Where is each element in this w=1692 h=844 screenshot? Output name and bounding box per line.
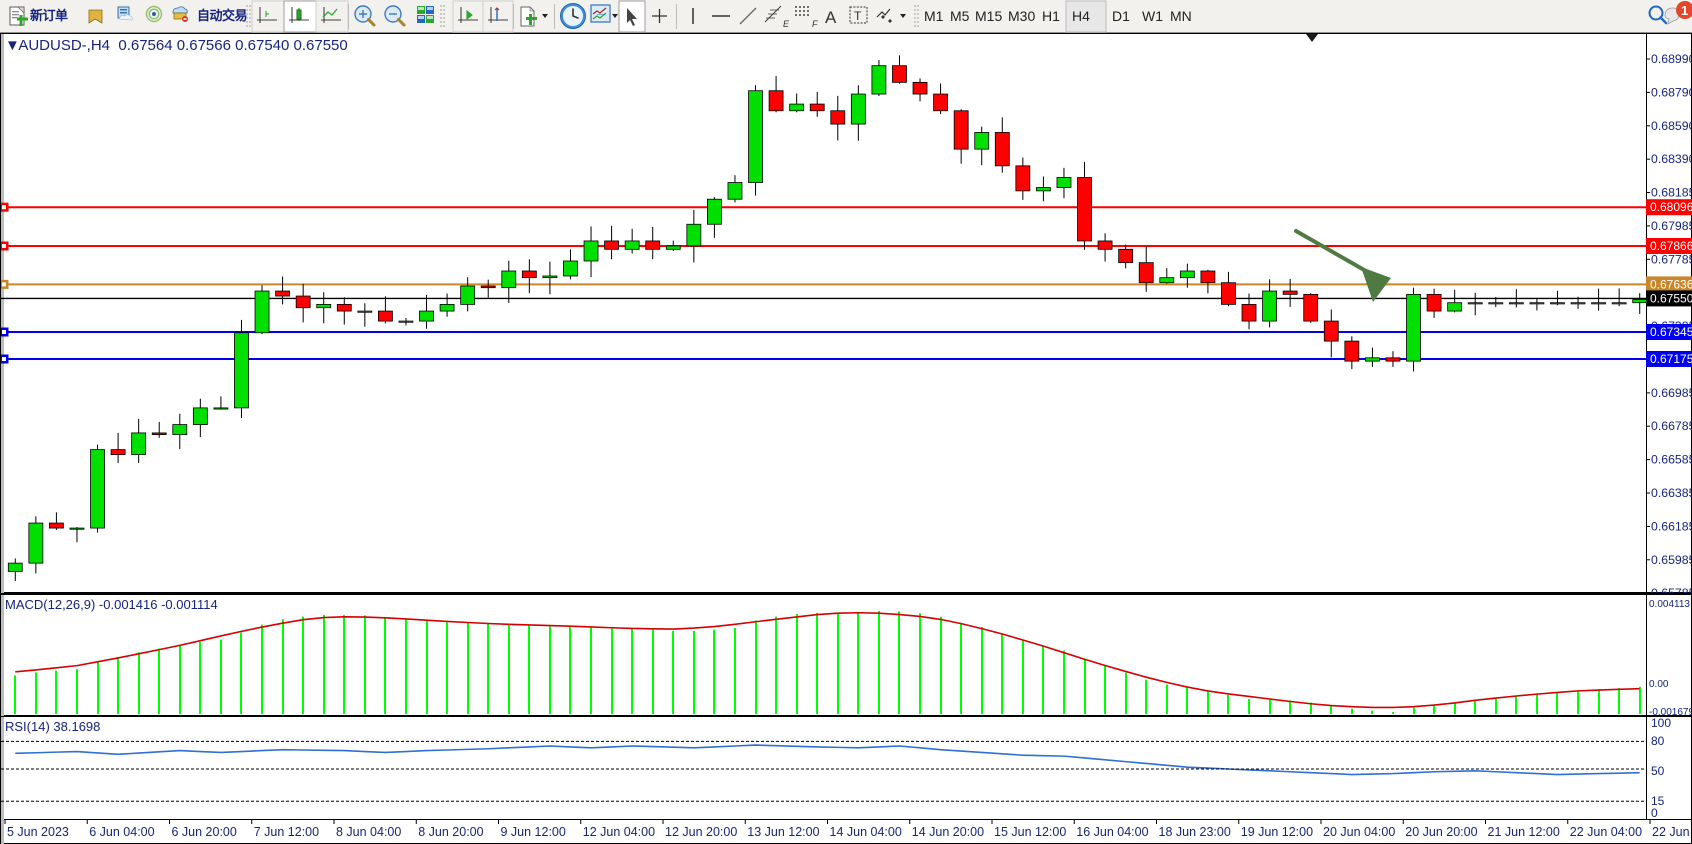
svg-text:8 Jun 04:00: 8 Jun 04:00	[336, 825, 401, 839]
svg-text:M15: M15	[975, 8, 1002, 24]
svg-text:6 Jun 20:00: 6 Jun 20:00	[172, 825, 237, 839]
svg-text:14 Jun 04:00: 14 Jun 04:00	[830, 825, 902, 839]
svg-text:14 Jun 20:00: 14 Jun 20:00	[912, 825, 984, 839]
svg-text:M30: M30	[1008, 8, 1035, 24]
svg-text:15 Jun 12:00: 15 Jun 12:00	[994, 825, 1066, 839]
svg-text:16 Jun 04:00: 16 Jun 04:00	[1076, 825, 1148, 839]
svg-text:M1: M1	[924, 8, 944, 24]
svg-text:新订单: 新订单	[30, 8, 68, 23]
svg-text:13 Jun 12:00: 13 Jun 12:00	[747, 825, 819, 839]
svg-text:8 Jun 20:00: 8 Jun 20:00	[418, 825, 483, 839]
svg-text:A: A	[825, 8, 837, 27]
svg-text:22 Jun 04:00: 22 Jun 04:00	[1570, 825, 1642, 839]
svg-text:自动交易: 自动交易	[197, 8, 247, 23]
svg-text:21 Jun 12:00: 21 Jun 12:00	[1488, 825, 1560, 839]
svg-text:MN: MN	[1170, 8, 1192, 24]
svg-text:12 Jun 04:00: 12 Jun 04:00	[583, 825, 655, 839]
svg-text:H4: H4	[1072, 8, 1090, 24]
svg-text:19 Jun 12:00: 19 Jun 12:00	[1241, 825, 1313, 839]
svg-text:12 Jun 20:00: 12 Jun 20:00	[665, 825, 737, 839]
svg-text:T: T	[854, 9, 862, 23]
svg-text:9 Jun 12:00: 9 Jun 12:00	[501, 825, 566, 839]
svg-text:H1: H1	[1042, 8, 1060, 24]
svg-text:18 Jun 23:00: 18 Jun 23:00	[1159, 825, 1231, 839]
svg-text:7 Jun 12:00: 7 Jun 12:00	[254, 825, 319, 839]
svg-text:20 Jun 04:00: 20 Jun 04:00	[1323, 825, 1395, 839]
svg-text:5 Jun 2023: 5 Jun 2023	[7, 825, 69, 839]
svg-text:E: E	[783, 19, 790, 29]
svg-text:22 Jun 20:00: 22 Jun 20:00	[1652, 825, 1692, 839]
svg-text:1: 1	[1681, 3, 1688, 18]
svg-text:W1: W1	[1142, 8, 1163, 24]
svg-text:20 Jun 20:00: 20 Jun 20:00	[1405, 825, 1477, 839]
svg-text:D1: D1	[1112, 8, 1130, 24]
svg-text:F: F	[812, 19, 818, 29]
svg-text:6 Jun 04:00: 6 Jun 04:00	[89, 825, 154, 839]
svg-text:M5: M5	[950, 8, 970, 24]
